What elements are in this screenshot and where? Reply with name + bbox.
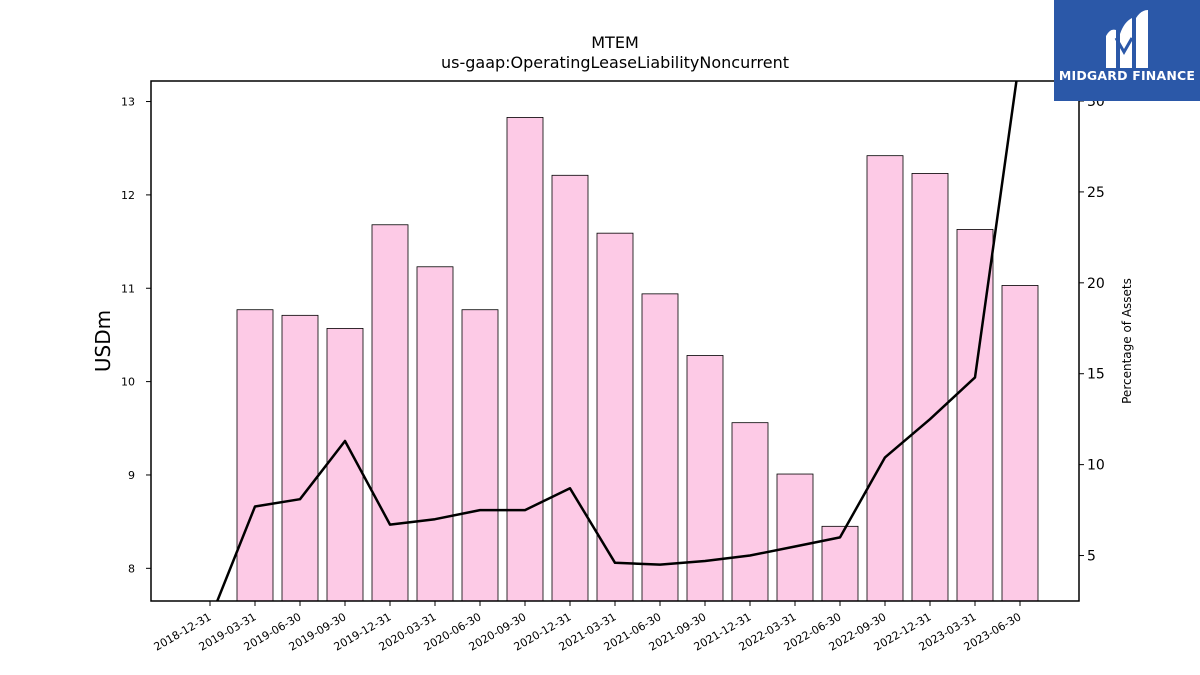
plot-frame <box>150 80 1080 602</box>
bar-2019-06-30 <box>281 314 319 602</box>
y-tick-label: 9 <box>128 469 135 482</box>
y-tick-label: 13 <box>121 96 135 109</box>
y2-tick-label: 25 <box>1087 185 1105 201</box>
bar-2022-12-31 <box>911 173 949 602</box>
y2-tick-label: 5 <box>1087 549 1096 565</box>
bar-2020-09-30 <box>506 117 544 602</box>
bar-2020-06-30 <box>461 309 499 602</box>
y-axis-label: USDm <box>91 310 115 372</box>
y2-tick-label: 15 <box>1087 367 1105 383</box>
bar-2021-09-30 <box>686 355 724 602</box>
y-tick-label: 12 <box>121 189 135 202</box>
bars-group <box>236 117 1039 602</box>
y2-tick-label: 10 <box>1087 458 1105 474</box>
bar-2019-03-31 <box>236 309 274 602</box>
y-axis-ticks: 8 9 10 11 12 13 <box>121 96 151 575</box>
midgard-finance-logo: MIDGARD FINANCE <box>1054 0 1200 101</box>
y2-axis-label: Percentage of Assets <box>1120 278 1134 404</box>
logo-text: MIDGARD FINANCE <box>1058 68 1196 83</box>
bar-2019-12-31 <box>371 224 409 602</box>
bar-2022-09-30 <box>866 155 904 602</box>
y-tick-label: 8 <box>128 562 135 575</box>
logo-mark-icon <box>1106 10 1148 69</box>
bar-2021-06-30 <box>641 293 679 602</box>
chart-subtitle: us-gaap:OperatingLeaseLiabilityNoncurren… <box>441 53 789 72</box>
bar-2021-12-31 <box>731 422 769 602</box>
bar-2023-06-30 <box>1001 285 1039 602</box>
y-tick-label: 10 <box>121 376 135 389</box>
chart-title: MTEM <box>591 33 639 52</box>
percentage-line <box>215 81 1018 601</box>
y2-tick-label: 20 <box>1087 276 1105 292</box>
y-tick-label: 11 <box>121 282 135 295</box>
bar-2022-03-31 <box>776 473 814 602</box>
x-axis-ticks: 2018-12-312019-03-312019-06-302019-09-30… <box>152 601 1024 654</box>
bar-2020-03-31 <box>416 266 454 602</box>
bar-2021-03-31 <box>596 232 634 602</box>
bar-2020-12-31 <box>551 174 589 602</box>
